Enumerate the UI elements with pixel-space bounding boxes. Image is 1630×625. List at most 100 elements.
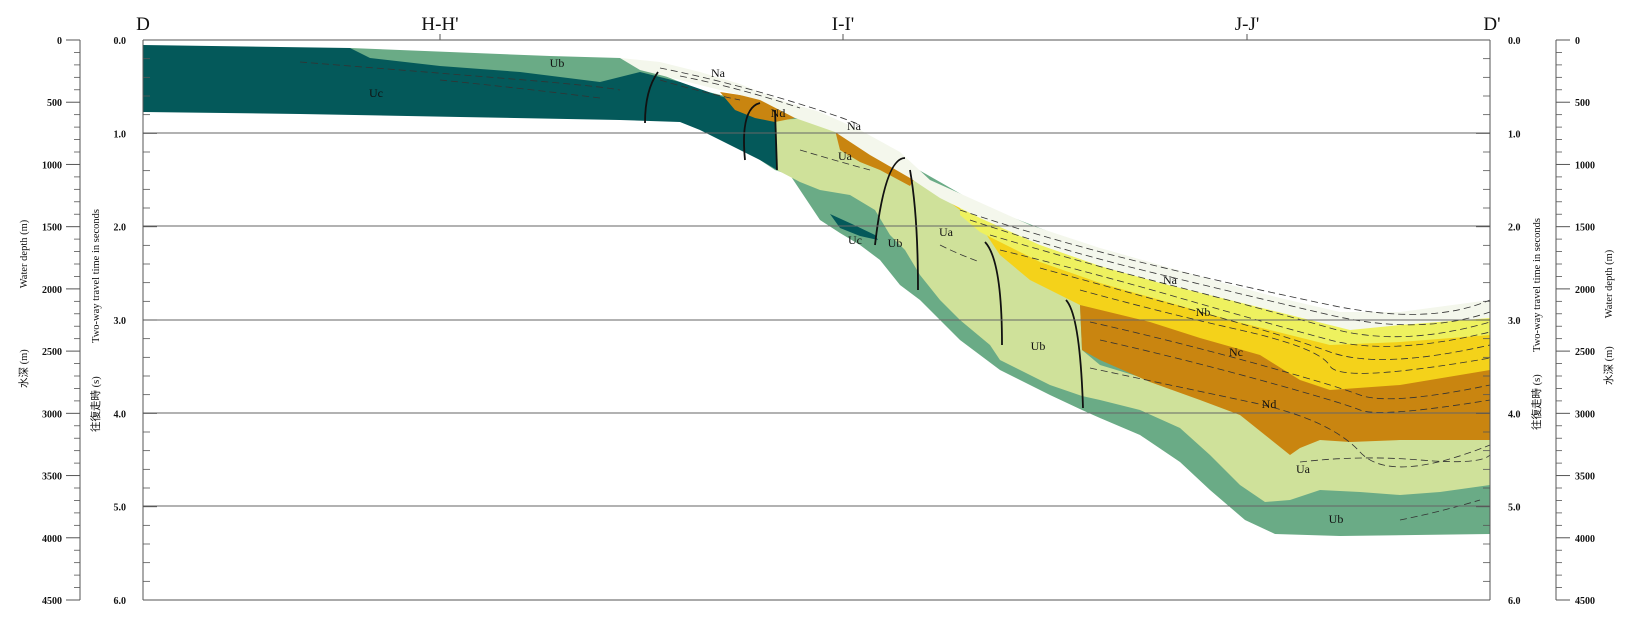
unit-uc-body	[143, 45, 777, 170]
left-depth-tick-label: 0	[57, 36, 62, 47]
right-twt-tick-label: 5.0	[1508, 503, 1521, 514]
reflector-11	[1079, 289, 1491, 374]
right-depth-tick-label: 1000	[1575, 160, 1595, 171]
left-depth-tick-label: 3500	[42, 472, 62, 483]
right-twt-label-ja: 往復走時 (s)	[1530, 374, 1543, 430]
left-depth-label-en: Water depth (m)	[19, 219, 30, 288]
right-twt-tick-label: 4.0	[1508, 409, 1521, 420]
label-ub-lower: Ub	[1031, 339, 1046, 353]
reflector-4	[659, 67, 861, 126]
reflector-1	[299, 61, 621, 91]
left-depth-tick-label: 1000	[42, 160, 62, 171]
section-label-end: D'	[1483, 14, 1500, 35]
unit-uc-mid	[830, 214, 878, 240]
label-ua-mid: Ua	[838, 149, 853, 163]
left-twt-tick-label: 1.0	[114, 129, 127, 140]
label-na-upper: Na	[711, 66, 726, 80]
label-na-mid: Na	[847, 119, 862, 133]
unit-labels: Uc Ub Na Nd Na Ua Uc Ub Ua Ub Na Nb Nc N…	[369, 56, 1343, 526]
label-ub-left: Ub	[550, 56, 565, 70]
strata	[143, 45, 1490, 536]
unit-nd-body	[720, 92, 1490, 455]
section-label-start: D	[136, 14, 150, 35]
left-depth-label-ja: 水深 (m)	[18, 349, 30, 388]
left-depth-tick-label: 4500	[42, 596, 62, 607]
reflector-14	[1089, 367, 1491, 468]
right-depth-label-en: Water depth (m)	[1604, 249, 1615, 318]
label-ua-right: Ua	[1296, 462, 1311, 476]
fault-4	[874, 157, 906, 246]
left-twt-tick-label: 2.0	[114, 223, 127, 234]
section-label-jj: J-J'	[1235, 14, 1260, 35]
left-depth-tick-label: 3000	[42, 409, 62, 420]
right-twt-tick-label: 3.0	[1508, 316, 1521, 327]
fault-5	[909, 169, 919, 291]
unit-nb-body	[960, 205, 1490, 345]
right-twt-ticks: 0.0 1.0 2.0 3.0 4.0 5.0 6.0	[1476, 36, 1521, 607]
label-ub-mid: Ub	[888, 236, 903, 250]
right-axes: 0.0 1.0 2.0 3.0 4.0 5.0 6.0 0 500 1000 1500 2000 25…	[1476, 36, 1615, 607]
reflector-13	[1099, 339, 1491, 413]
reflector-6	[959, 209, 1491, 315]
label-uc-left: Uc	[369, 86, 383, 100]
left-depth-tick-label: 4000	[42, 534, 62, 545]
label-nd-right: Nd	[1262, 397, 1277, 411]
left-twt-ticks: 0.0 1.0 2.0 3.0 4.0 5.0 6.0	[114, 36, 157, 607]
right-depth-tick-label: 500	[1575, 98, 1590, 109]
right-depth-tick-label: 4500	[1575, 596, 1595, 607]
left-depth-ticks: 0 500 1000 1500 2000 2500 3000 3500 4000 4500	[42, 36, 80, 607]
reflector-2	[439, 79, 601, 99]
unit-na-body	[620, 58, 1490, 330]
faults	[644, 71, 1084, 409]
label-na-right: Na	[1163, 273, 1178, 287]
right-depth-tick-label: 2000	[1575, 285, 1595, 296]
reflector-16	[799, 149, 871, 171]
reflector-5	[679, 75, 801, 109]
reflector-8	[989, 234, 1491, 338]
right-depth-tick-label: 3500	[1575, 472, 1595, 483]
right-depth-tick-label: 4000	[1575, 534, 1595, 545]
left-depth-tick-label: 2500	[42, 347, 62, 358]
unit-ua-body	[775, 118, 1490, 502]
fault-6	[984, 241, 1003, 346]
right-depth-tick-label: 0	[1575, 36, 1580, 47]
section-label-hh: H-H'	[421, 14, 458, 35]
fault-2	[743, 102, 761, 161]
label-uc-mid: Uc	[848, 233, 862, 247]
reflector-15	[1299, 454, 1491, 463]
gridlines	[143, 132, 1490, 507]
section-label-ii: I-I'	[832, 14, 854, 35]
right-twt-tick-label: 6.0	[1508, 596, 1521, 607]
label-ub-right: Ub	[1329, 512, 1344, 526]
left-depth-tick-label: 500	[47, 98, 62, 109]
left-depth-tick-label: 2000	[42, 285, 62, 296]
right-twt-label-en: Two-way travel time in seconds	[1532, 218, 1543, 352]
right-depth-tick-label: 3000	[1575, 409, 1595, 420]
right-twt-tick-label: 2.0	[1508, 223, 1521, 234]
reflector-10	[1039, 267, 1491, 360]
label-nc-right: Nc	[1229, 345, 1243, 359]
reflectors	[299, 61, 1491, 521]
right-depth-tick-label: 1500	[1575, 223, 1595, 234]
right-twt-tick-label: 0.0	[1508, 36, 1521, 47]
left-twt-tick-label: 3.0	[114, 316, 127, 327]
section-labels: D H-H' I-I' J-J' D'	[136, 14, 1500, 35]
right-depth-ticks: 0 500 1000 1500 2000 2500 3000 3500 4000 4500	[1556, 36, 1595, 607]
label-nb-right: Nb	[1196, 305, 1211, 319]
left-twt-tick-label: 0.0	[114, 36, 127, 47]
left-twt-tick-label: 4.0	[114, 409, 127, 420]
fault-1	[644, 71, 659, 124]
left-twt-tick-label: 6.0	[114, 596, 127, 607]
left-twt-label-ja: 往復走時 (s)	[89, 376, 102, 432]
left-depth-tick-label: 1500	[42, 223, 62, 234]
right-depth-tick-label: 2500	[1575, 347, 1595, 358]
reflector-7	[969, 219, 1491, 326]
label-ua-mid2: Ua	[939, 225, 954, 239]
left-twt-tick-label: 5.0	[114, 503, 127, 514]
fault-3	[774, 109, 778, 171]
label-nd-upper: Nd	[771, 106, 786, 120]
left-twt-label-en: Two-way travel time in seconds	[91, 209, 102, 343]
reflector-17	[939, 244, 981, 263]
